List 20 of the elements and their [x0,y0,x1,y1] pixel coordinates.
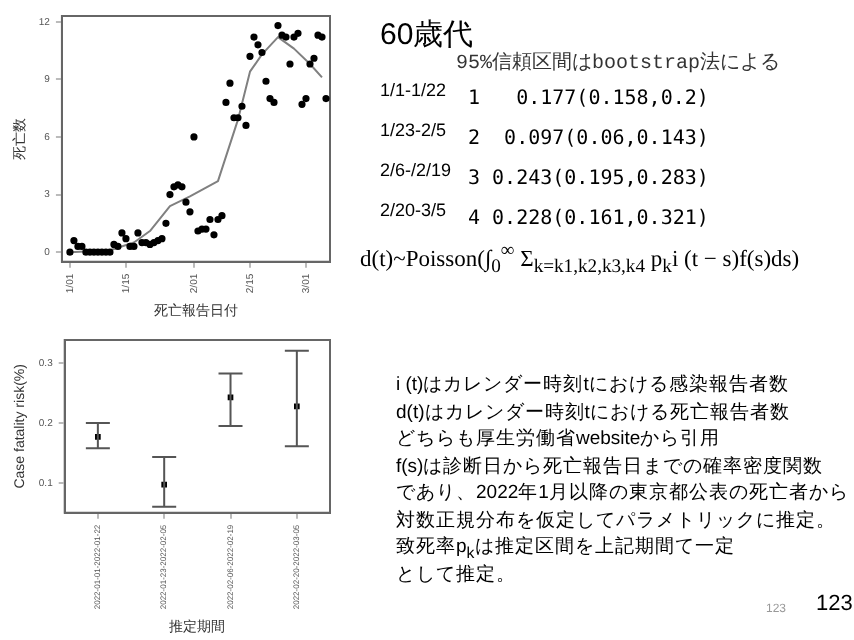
text: 123 [816,592,853,616]
text: 2 0.097(0.06,0.143) [468,128,709,150]
text: d(t)~Poisson(∫$_{0}$$^{∞}$ Σ$_{k=k1,k2,k3,k4}$ p$_{k}$i (t − s)f(s)ds) [360,240,800,279]
text: 1/23-2/5 [380,120,447,140]
text: 1 0.177(0.158,0.2) [468,88,709,110]
text: 2/20-3/5 [380,200,447,220]
text: 1/1-1/22 [380,80,447,100]
text: として推定。 [396,561,516,587]
text: どちらも厚生労働省websiteから引用 [396,426,721,452]
text: であり、2022年1月以降の東京都公表の死亡者から [396,480,849,506]
text: 60歳代 [380,16,474,54]
text: 致死率p$_{k}$は推定区間を上記期間て一定 [396,534,735,562]
text: 3 0.243(0.195,0.283) [468,168,709,190]
text: f(s)は診断日から死亡報告日までの確率密度関数 [396,453,824,479]
text: i (t)はカレンダー時刻tにおける感染報告者数 [396,372,789,398]
text: 2/6-/2/19 [380,160,452,180]
text: 95%信頼区間はbootstrap法による [456,54,781,76]
text: 4 0.228(0.161,0.321) [468,208,709,230]
text: d(t)はカレンダー時刻tにおける死亡報告者数 [396,399,790,425]
text: 対数正規分布を仮定してパラメトリックに推定。 [396,507,836,533]
